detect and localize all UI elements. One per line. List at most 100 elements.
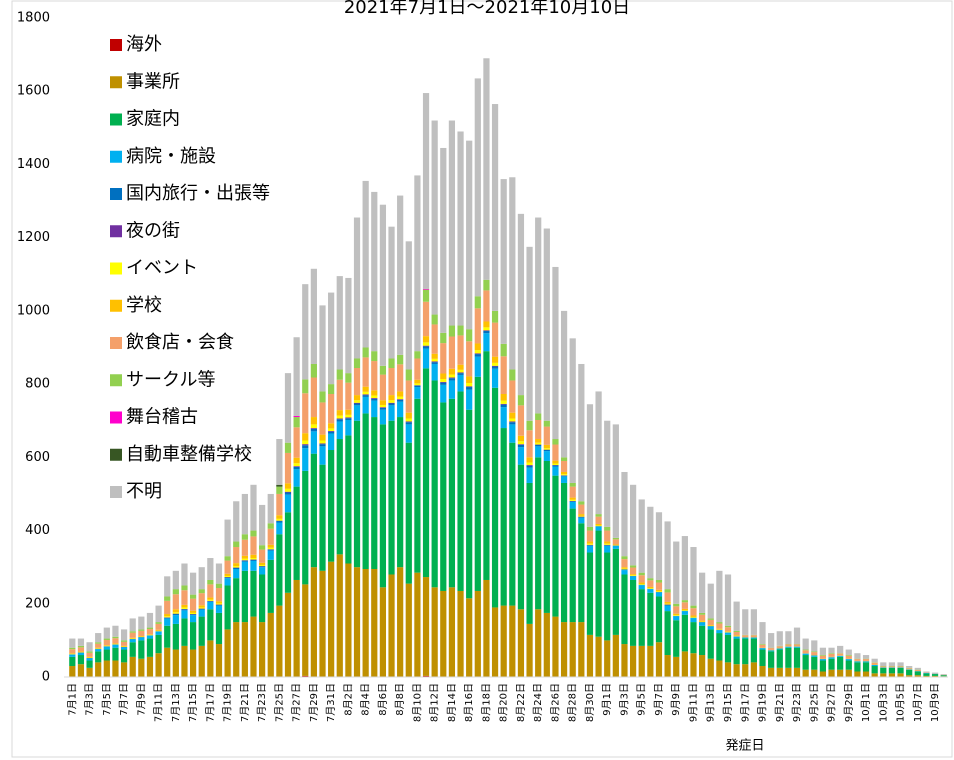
bar-segment [664,521,671,590]
bar-segment [259,545,266,550]
bar-segment [371,417,378,569]
bar-segment [595,636,602,677]
bar-segment [491,362,499,366]
x-tick-label: 10月9日 [929,683,941,722]
y-tick-label: 400 [25,523,50,538]
bar-segment [647,588,654,589]
bar-segment [543,460,550,613]
x-tick-label: 7月13日 [170,683,182,722]
bar-segment [466,329,473,342]
bar-segment [854,671,861,677]
bar-segment [422,342,430,346]
bar-segment [578,622,585,677]
bar-segment [906,675,913,677]
bar-segment [388,574,395,677]
bar-segment [552,460,559,464]
bar-segment [146,635,154,639]
bar-segment [604,543,611,545]
bar-segment [328,423,335,429]
bar-segment [621,569,628,571]
bar-segment [569,486,576,498]
bar-segment [509,442,516,606]
bar-segment [690,616,697,618]
bar-segment [95,662,102,677]
bar-segment [241,493,248,535]
bar-segment [448,377,456,379]
legend-swatch [110,225,122,238]
bar-segment [854,659,861,661]
bar-segment [336,554,343,677]
bar-segment [224,556,231,561]
bar-segment [284,373,292,443]
bar-segment [267,549,274,551]
bar-segment [474,354,481,357]
bar-segment [207,579,214,585]
bar-segment [535,419,542,440]
bar-segment [655,642,663,677]
bar-segment [604,420,611,527]
bar-segment [328,292,335,385]
bar-segment [310,377,317,418]
bar-segment [276,486,283,494]
bar-segment [310,363,317,378]
bar-segment [379,374,387,401]
bar-segment [621,568,628,570]
bar-segment [474,376,481,591]
bar-segment [215,644,223,677]
bar-segment [517,441,525,445]
bar-segment [250,570,257,617]
bar-segment [155,623,162,630]
bar-segment [647,645,654,677]
bar-segment [681,602,688,609]
bar-segment [353,400,361,403]
bar-segment [750,662,757,677]
bar-segment [880,673,887,677]
bar-segment [310,428,317,429]
bar-segment [86,656,93,658]
bar-segment [837,655,844,657]
bar-segment [681,611,688,615]
bar-segment [655,579,663,583]
bar-segment [509,177,516,370]
bar-segment [509,369,516,381]
bar-segment [120,645,128,647]
bar-segment [112,638,119,644]
bar-segment [276,518,283,521]
bar-segment [328,431,335,434]
bar-segment [776,648,783,650]
bar-segment [629,484,637,566]
bar-segment [612,539,619,545]
bar-segment [293,466,300,467]
bar-segment [828,653,835,657]
bar-segment [535,442,542,445]
bar-segment [397,399,404,400]
bar-segment [440,373,447,379]
bar-segment [604,545,611,553]
bar-segment [353,358,361,369]
bar-segment [414,358,421,380]
bar-segment [595,530,602,637]
bar-segment [276,521,283,523]
bar-segment [319,570,326,677]
bar-segment [371,351,378,362]
x-tick-label: 10月5日 [895,683,907,722]
bar-segment [198,593,205,606]
x-tick-label: 8月22日 [515,683,527,722]
bar-segment [629,574,637,576]
bar-segment [819,655,827,659]
bar-segment [95,633,102,643]
bar-segment [362,413,369,569]
bar-segment [336,421,343,440]
bar-segment [397,354,404,365]
bar-segment [750,637,757,639]
bar-segment [621,644,628,677]
bar-segment [750,609,757,635]
bar-segment [267,523,274,529]
bar-segment [293,463,300,467]
bar-segment [785,667,792,677]
bar-segment [120,640,128,642]
bar-segment [854,662,861,672]
legend-label: 国内旅行・出張等 [126,183,270,204]
bar-segment [379,407,387,408]
x-tick-label: 7月27日 [291,683,303,722]
